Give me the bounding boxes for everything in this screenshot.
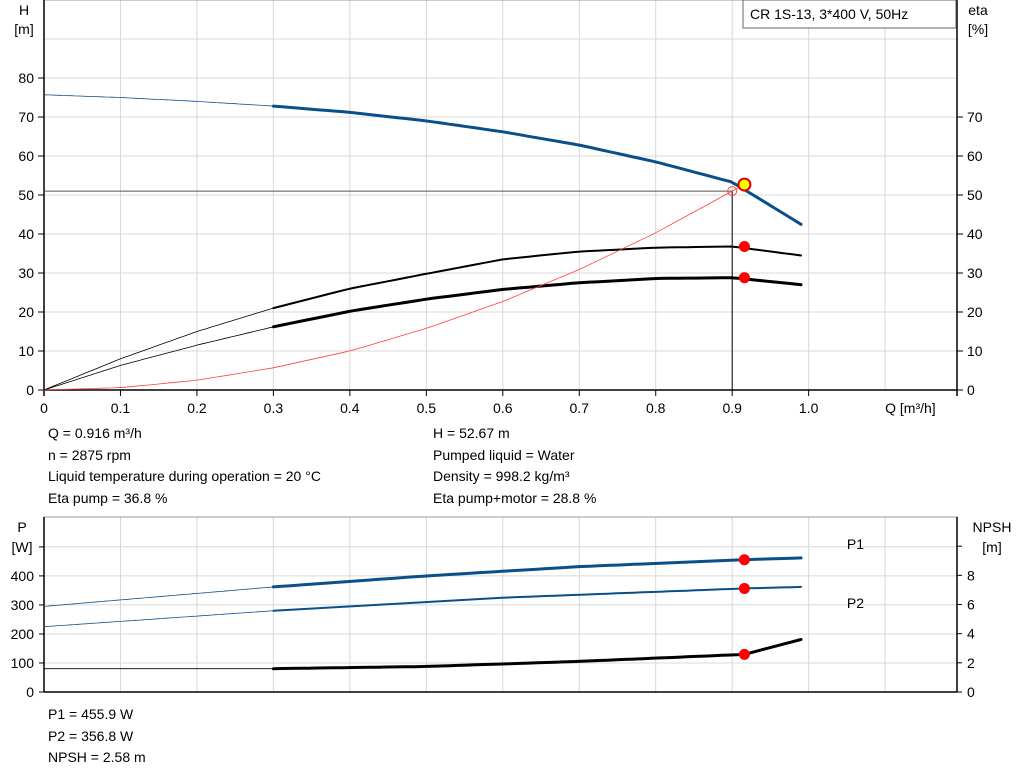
curve-eta_pump-thin <box>43 307 274 391</box>
info-head: H = 52.67 m <box>433 425 510 441</box>
info-p1: P1 = 455.9 W <box>48 706 134 722</box>
y-tick-label-right: 6 <box>967 597 975 613</box>
y-tick-label-left: 80 <box>18 70 34 86</box>
curve-eta_pump <box>272 245 802 310</box>
y-tick-label-right: 10 <box>967 343 983 359</box>
curve-eta_total-thin <box>43 326 274 391</box>
x-tick-label: 0.3 <box>264 400 284 416</box>
reference-point <box>727 186 738 197</box>
curve-H <box>271 104 803 226</box>
y-tick-label-left: 0 <box>26 684 34 700</box>
y-tick-label-left: 10 <box>18 343 34 359</box>
curve-H-thin <box>43 94 274 107</box>
y-axis-label-right-bottom: NPSH <box>973 519 1012 535</box>
y-tick-label-right: 0 <box>967 684 975 700</box>
x-tick-label: 0.7 <box>570 400 590 416</box>
y-axis-unit-left: [m] <box>14 21 33 37</box>
info-liquid: Pumped liquid = Water <box>433 446 575 463</box>
duty-point-npsh <box>738 648 750 660</box>
duty-point-eta-pump <box>738 240 750 252</box>
x-tick-label: 0.6 <box>493 400 513 416</box>
curve-P1-thin <box>43 586 274 607</box>
y-tick-label-left: 200 <box>11 626 35 642</box>
info-temp: Liquid temperature during operation = 20… <box>48 468 321 484</box>
duty-point-p1 <box>738 554 750 566</box>
y-axis-unit-right-bottom: [m] <box>982 539 1001 555</box>
x-tick-label: 0.4 <box>340 400 360 416</box>
y-tick-label-left: 70 <box>18 109 34 125</box>
x-tick-label: 0.2 <box>187 400 207 416</box>
x-tick-label: 0.8 <box>646 400 666 416</box>
x-axis-label: Q [m³/h] <box>885 400 936 416</box>
y-tick-label-left: 20 <box>18 304 34 320</box>
y-axis-label-left-bottom: P <box>17 519 26 535</box>
y-axis-unit-left-bottom: [W] <box>12 539 33 555</box>
y-tick-label-right: 60 <box>967 148 983 164</box>
y-tick-label-right: 50 <box>967 187 983 203</box>
info-eta-total: Eta pump+motor = 28.8 % <box>433 489 597 506</box>
info-eta-pump: Eta pump = 36.8 % <box>48 489 168 506</box>
y-tick-label-right: 40 <box>967 226 983 242</box>
curve-eta_total <box>271 276 803 329</box>
y-tick-label-right: 2 <box>967 655 975 671</box>
info-density: Density = 998.2 kg/m³ <box>433 468 570 484</box>
y-axis-label-left: H <box>19 2 29 18</box>
duty-point-head <box>737 177 752 192</box>
x-tick-label: 0 <box>40 400 48 416</box>
curve-NPSH <box>271 638 803 671</box>
y-tick-label-right: 8 <box>967 567 975 583</box>
info-speed: n = 2875 rpm <box>48 446 131 463</box>
y-tick-label-left: 50 <box>18 187 34 203</box>
info-bottom: P1 = 455.9 W P2 = 356.8 W NPSH = 2.58 m <box>48 704 146 769</box>
curve-P2 <box>272 585 802 612</box>
y-tick-label-left: 30 <box>18 265 34 281</box>
y-axis-label-right: eta <box>968 2 988 18</box>
y-tick-label-right: 20 <box>967 304 983 320</box>
chart-title: CR 1S-13, 3*400 V, 50Hz <box>750 6 908 22</box>
x-tick-label: 0.1 <box>111 400 131 416</box>
y-tick-label-left: 400 <box>11 568 35 584</box>
y-tick-label-right: 0 <box>967 382 975 398</box>
series-label-P1: P1 <box>847 536 864 552</box>
title-box <box>742 0 957 29</box>
x-tick-label: 0.9 <box>722 400 742 416</box>
y-axis-unit-right: [%] <box>968 21 988 37</box>
x-tick-label: 1.0 <box>799 400 819 416</box>
info-top-left: Q = 0.916 m³/h n = 2875 rpm Liquid tempe… <box>48 423 321 509</box>
duty-point-eta-total <box>738 272 750 284</box>
y-tick-label-right: 30 <box>967 265 983 281</box>
y-tick-label-left: 0 <box>26 382 34 398</box>
curve-P2-thin <box>43 610 274 628</box>
curve-P1 <box>271 556 803 589</box>
y-tick-label-left: 40 <box>18 226 34 242</box>
info-top-right: H = 52.67 m Pumped liquid = Water Densit… <box>433 423 596 509</box>
curve-system <box>43 190 733 391</box>
series-label-P2: P2 <box>847 595 864 611</box>
y-tick-label-right: 70 <box>967 109 983 125</box>
info-npsh: NPSH = 2.58 m <box>48 749 146 765</box>
x-tick-label: 0.5 <box>417 400 437 416</box>
duty-point-p2 <box>738 582 750 594</box>
y-tick-label-left: 60 <box>18 148 34 164</box>
info-p2: P2 = 356.8 W <box>48 727 134 744</box>
info-flow: Q = 0.916 m³/h <box>48 425 142 441</box>
y-tick-label-left: 300 <box>11 597 35 613</box>
y-tick-label-left: 100 <box>11 655 35 671</box>
y-tick-label-right: 4 <box>967 626 975 642</box>
